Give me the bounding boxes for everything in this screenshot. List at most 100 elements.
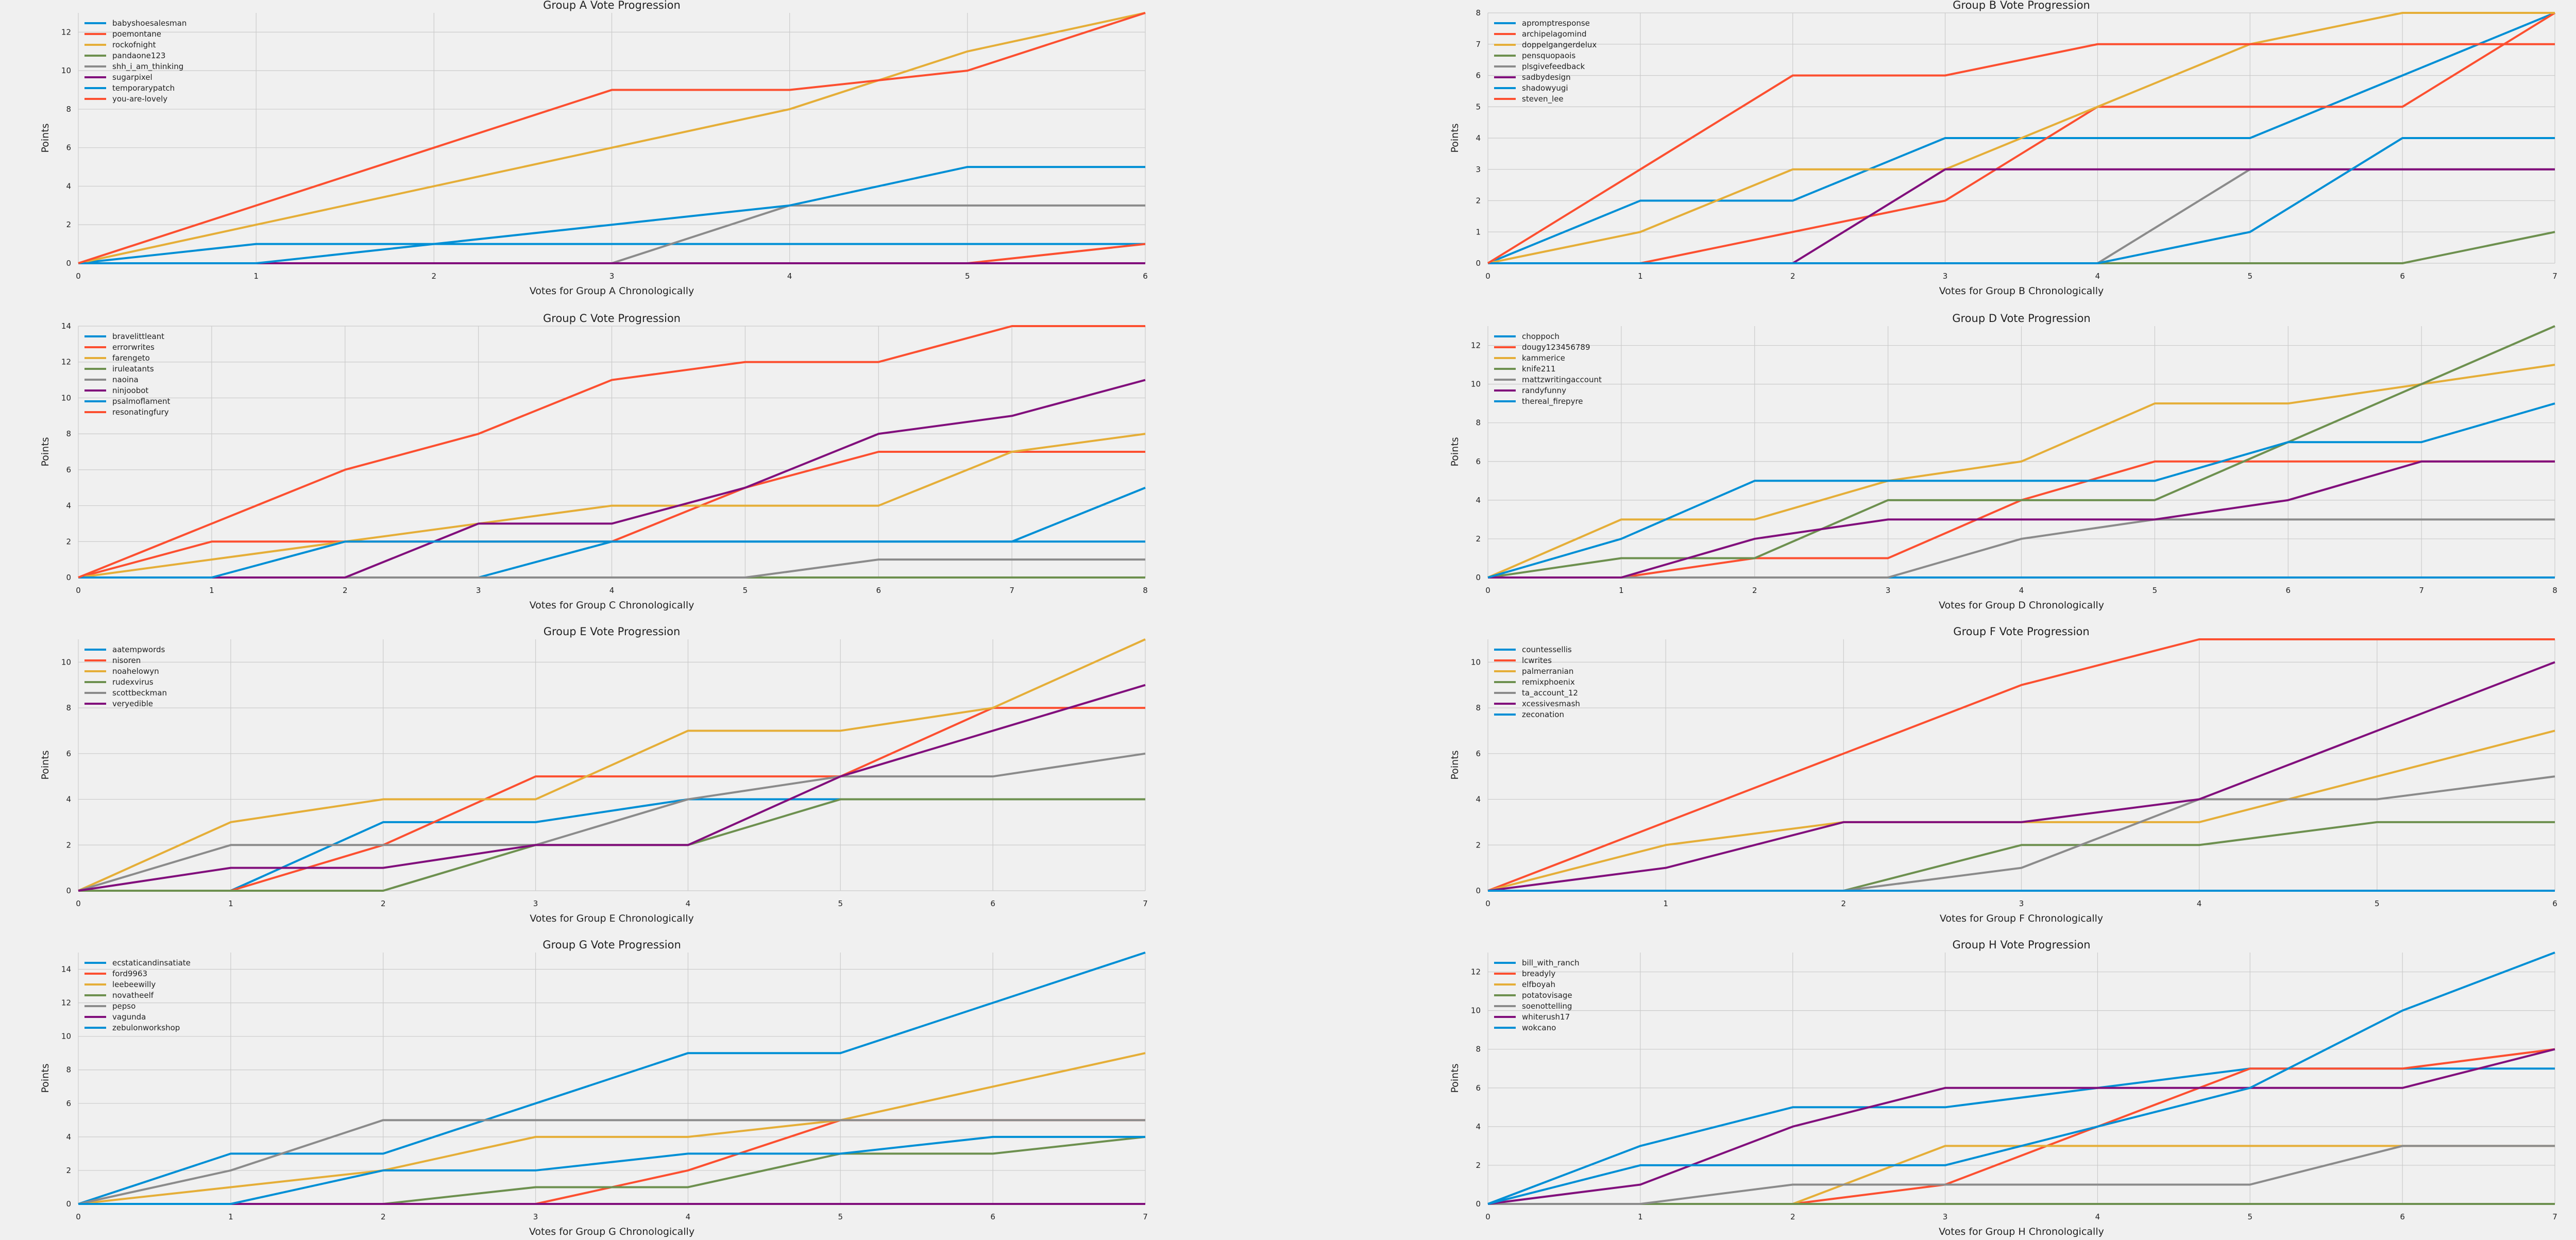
x-tick-label: 6 [1143, 271, 1148, 281]
series-line-pepso [78, 1119, 1145, 1205]
x-tick-label: 5 [2248, 271, 2253, 281]
x-tick-label: 5 [2153, 586, 2158, 595]
x-axis-label: Votes for Group D Chronologically [1939, 600, 2104, 611]
x-tick-label: 2 [1790, 271, 1795, 281]
y-tick-label: 4 [66, 501, 71, 511]
x-tick-label: 3 [1886, 586, 1891, 595]
legend-label: ninjoobot [112, 386, 148, 395]
y-tick-label: 2 [66, 1166, 71, 1175]
x-tick-label: 2 [381, 1212, 386, 1221]
y-axis-label: Points [40, 1063, 51, 1093]
series-line-noahelowyn [78, 638, 1146, 892]
legend-label: psalmoflament [112, 397, 170, 406]
series-line-farengeto [78, 433, 1146, 579]
y-tick-label: 4 [66, 795, 71, 804]
legend: ecstaticandinsatiate ford9963 leebeewilly n… [84, 958, 191, 1032]
x-tick-label: 8 [2552, 586, 2557, 595]
series-line-xcessivesmash [1487, 661, 2555, 892]
series-line-lcwrites [1487, 638, 2555, 892]
y-tick-label: 8 [66, 703, 71, 712]
chart-title: Group D Vote Progression [1952, 312, 2090, 325]
y-tick-label: 0 [1476, 1199, 1481, 1209]
x-tick-label: 3 [1943, 1212, 1948, 1221]
y-tick-label: 0 [66, 259, 71, 268]
x-tick-label: 1 [1638, 271, 1643, 281]
legend: aatempwords nisoren noahelowynrudexvirussc… [84, 645, 167, 708]
legend-label: shadowyugi [1522, 83, 1568, 93]
legend: countessellis lcwrites palmerranianremixph… [1494, 645, 1580, 719]
series-line-you-are-lovely [78, 12, 1146, 264]
x-tick-label: 6 [2400, 271, 2405, 281]
y-tick-label: 0 [1476, 259, 1481, 268]
y-tick-label: 2 [66, 220, 71, 229]
x-tick-label: 1 [1638, 1212, 1643, 1221]
legend-label: apromptresponse [1522, 19, 1590, 28]
legend-label: resonatingfury [112, 407, 169, 417]
y-tick-label: 8 [1476, 1045, 1481, 1054]
series-line-psalmoflament [78, 486, 1146, 579]
legend-label: choppoch [1522, 332, 1560, 341]
series-line-doppelgangerdelux [1487, 12, 2555, 264]
y-axis-label: Points [40, 123, 51, 152]
y-tick-label: 1 [1476, 227, 1481, 236]
x-tick-label: 7 [2419, 586, 2424, 595]
x-tick-label: 7 [1009, 586, 1014, 595]
x-tick-label: 5 [965, 271, 970, 281]
y-tick-label: 0 [66, 1199, 71, 1209]
legend-label: sadbydesign [1522, 73, 1571, 82]
series-line-ecstaticandinsatiate [78, 952, 1146, 1205]
chart-title: Group A Vote Progression [543, 0, 681, 11]
y-tick-label: 6 [1476, 71, 1481, 80]
legend-label: bravelittleant [112, 332, 164, 341]
legend: apromptresponsearchipelagominddoppelgang… [1494, 19, 1597, 104]
x-tick-label: 6 [2400, 1212, 2405, 1221]
legend-label: nisoren [112, 656, 141, 665]
legend-label: breadyly [1522, 969, 1555, 978]
x-tick-label: 7 [1143, 1212, 1148, 1221]
legend-label: wokcano [1522, 1023, 1556, 1032]
x-tick-label: 3 [1943, 271, 1948, 281]
chart-panel-4: 0 1 2 3 4 5 6 7 0 2 4 6 8 10 Group E Vote Progression V… [40, 625, 1148, 924]
x-tick-label: 0 [76, 271, 81, 281]
legend-label: errorwrites [112, 343, 155, 352]
x-tick-label: 5 [2375, 899, 2380, 908]
y-tick-label: 12 [1471, 341, 1481, 350]
legend-label: vagunda [112, 1012, 146, 1022]
legend-label: scottbeckman [112, 688, 167, 698]
y-tick-label: 0 [66, 886, 71, 895]
x-tick-label: 2 [1752, 586, 1757, 595]
chart-title: Group B Vote Progression [1953, 0, 2090, 11]
y-tick-label: 8 [1476, 703, 1481, 712]
legend-label: veryedible [112, 699, 153, 708]
y-axis-label: Points [1449, 750, 1461, 779]
y-tick-label: 6 [66, 749, 71, 758]
legend-label: pepso [112, 1001, 135, 1011]
y-tick-label: 10 [61, 1032, 71, 1041]
series-line-rockofnight [78, 12, 1146, 264]
legend-label: babyshoesalesman [112, 19, 187, 28]
series-line-scottbeckman [78, 752, 1146, 892]
x-tick-label: 0 [76, 586, 81, 595]
x-tick-label: 5 [743, 586, 748, 595]
y-tick-label: 4 [66, 1132, 71, 1142]
x-axis-label: Votes for Group H Chronologically [1939, 1226, 2104, 1237]
x-axis-label: Votes for Group B Chronologically [1939, 285, 2104, 297]
x-tick-label: 3 [533, 899, 538, 908]
series-line-leebeewilly [78, 1052, 1146, 1205]
y-tick-label: 14 [61, 321, 71, 331]
x-tick-label: 1 [209, 586, 214, 595]
y-axis-label: Points [40, 750, 51, 779]
x-tick-label: 0 [1485, 586, 1490, 595]
series-line-sadbydesign [1488, 168, 2555, 264]
y-tick-label: 6 [66, 465, 71, 474]
x-tick-label: 5 [838, 899, 843, 908]
y-tick-label: 4 [1476, 496, 1481, 505]
x-axis-label: Votes for Group G Chronologically [529, 1226, 694, 1237]
y-tick-label: 2 [66, 537, 71, 546]
legend-label: knife211 [1522, 364, 1556, 373]
legend-label: dougy123456789 [1522, 343, 1590, 352]
